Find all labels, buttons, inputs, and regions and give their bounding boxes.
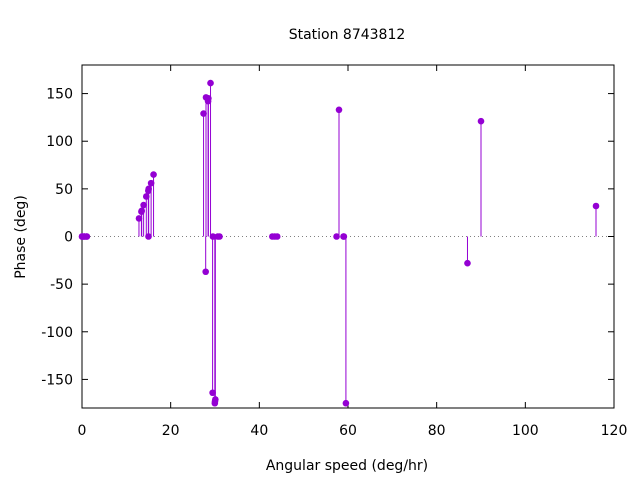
stem-series <box>78 79 600 407</box>
y-tick-label: -150 <box>41 372 73 388</box>
data-point <box>135 215 143 222</box>
data-point <box>333 233 340 240</box>
chart-title: Station 8743812 <box>289 27 406 43</box>
y-axis: -150 -100 -50 0 50 100 150 <box>41 87 614 388</box>
x-tick-label: 120 <box>601 423 628 439</box>
x-axis: 0 20 40 60 80 100 120 <box>78 65 628 439</box>
data-point <box>147 179 155 187</box>
x-tick-label: 80 <box>428 423 446 439</box>
data-point <box>209 389 216 397</box>
y-tick-label: 100 <box>46 134 73 150</box>
data-point <box>200 110 207 117</box>
data-point <box>150 171 157 178</box>
x-tick-label: 40 <box>250 423 268 439</box>
data-point <box>145 185 152 193</box>
x-tick-label: 100 <box>512 423 539 439</box>
data-point <box>202 268 209 276</box>
y-tick-label: 150 <box>46 87 73 103</box>
y-tick-label: -100 <box>41 325 73 341</box>
data-point <box>140 201 147 209</box>
y-axis-label: Phase (deg) <box>13 195 29 279</box>
x-tick-label: 20 <box>162 423 180 439</box>
data-point <box>273 233 281 240</box>
data-point <box>342 399 350 407</box>
x-axis-label: Angular speed (deg/hr) <box>266 458 428 474</box>
x-tick-label: 60 <box>339 423 357 439</box>
data-point <box>335 106 343 114</box>
y-tick-label: -50 <box>50 277 73 293</box>
data-point <box>216 233 223 240</box>
y-tick-label: 50 <box>55 182 73 198</box>
data-point <box>477 117 485 125</box>
data-point <box>207 79 214 87</box>
data-point <box>464 259 471 267</box>
y-tick-label: 0 <box>64 230 73 246</box>
data-point <box>83 233 91 240</box>
data-point <box>592 202 600 210</box>
data-point <box>212 396 219 403</box>
x-tick-label: 0 <box>78 423 87 439</box>
